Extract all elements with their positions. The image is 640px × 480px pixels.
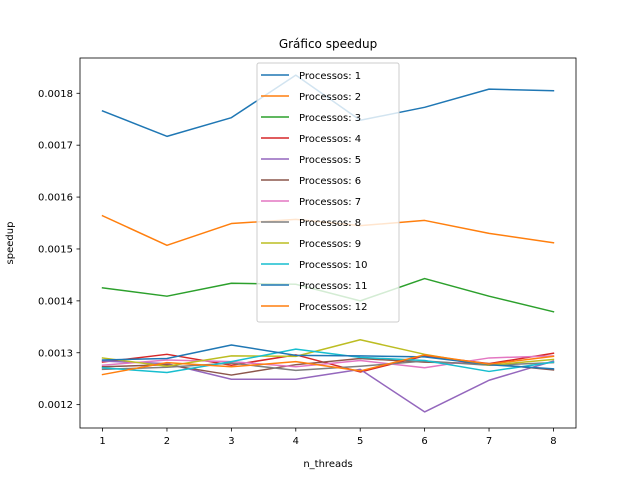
legend-label-9: Processos: 9 bbox=[299, 239, 361, 250]
chart-title: Gráfico speedup bbox=[279, 37, 377, 51]
legend-label-8: Processos: 8 bbox=[299, 218, 361, 229]
legend: Processos: 1 Processos: 2 Processos: 3 Proc… bbox=[256, 62, 400, 323]
plot-frame bbox=[79, 57, 577, 429]
y-tick-label: 0.0013 bbox=[38, 348, 73, 359]
y-axis-label: speedup bbox=[5, 222, 16, 265]
x-tick-label: 1 bbox=[99, 436, 105, 447]
legend-label-6: Processos: 6 bbox=[299, 176, 361, 187]
legend-label-12: Processos: 12 bbox=[299, 302, 368, 313]
series-line-12 bbox=[101, 354, 555, 376]
x-axis-label: n_threads bbox=[303, 459, 352, 470]
legend-label-10: Processos: 10 bbox=[299, 260, 368, 271]
x-tick-label: 2 bbox=[164, 436, 170, 447]
series-line-7 bbox=[101, 355, 555, 369]
y-tick-label: 0.0015 bbox=[38, 244, 73, 255]
y-tick-label: 0.0018 bbox=[38, 89, 73, 100]
x-tick-label: 4 bbox=[293, 436, 299, 447]
x-tick-label: 6 bbox=[421, 436, 427, 447]
y-tick-label: 0.0017 bbox=[38, 141, 73, 152]
legend-label-7: Processos: 7 bbox=[299, 197, 361, 208]
legend-label-2: Processos: 2 bbox=[299, 92, 361, 103]
series-line-11 bbox=[101, 344, 555, 370]
y-tick-label: 0.0014 bbox=[38, 296, 73, 307]
series-line-10 bbox=[101, 348, 555, 374]
y-tick-label: 0.0012 bbox=[38, 400, 73, 411]
x-tick-label: 5 bbox=[357, 436, 363, 447]
x-tick-label: 8 bbox=[550, 436, 556, 447]
legend-label-3: Processos: 3 bbox=[299, 113, 361, 124]
x-tick-label: 3 bbox=[228, 436, 234, 447]
series-line-8 bbox=[101, 360, 555, 372]
legend-label-5: Processos: 5 bbox=[299, 155, 361, 166]
x-tick-label: 7 bbox=[486, 436, 492, 447]
legend-label-4: Processos: 4 bbox=[299, 134, 361, 145]
y-tick-label: 0.0016 bbox=[38, 193, 73, 204]
legend-label-11: Processos: 11 bbox=[299, 281, 368, 292]
legend-label-1: Processos: 1 bbox=[299, 71, 361, 82]
ticks-layer: 1 2 3 4 5 6 7 8 0.0012 0.0013 0.0014 0.0015 0.0016 0.… bbox=[38, 89, 557, 447]
legend-box bbox=[256, 62, 400, 323]
